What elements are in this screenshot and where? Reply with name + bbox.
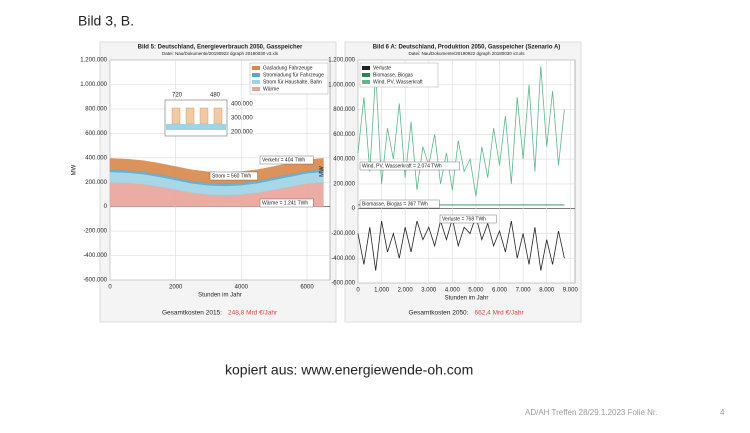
y-tick-label: 600.000 <box>85 131 107 137</box>
x-tick-label: 9.000 <box>563 288 579 294</box>
cost-value: 248,8 Mrd €/Jahr <box>228 310 278 317</box>
cost-value: 662,4 Mrd €/Jahr <box>475 310 525 317</box>
y-tick-label: 1.200.000 <box>328 58 355 64</box>
annotation-box <box>209 171 258 181</box>
annotation: Verkehr = 404 TWh <box>262 157 305 163</box>
legend-box <box>249 62 329 95</box>
heading: Bild 3, B. <box>78 13 134 29</box>
chart-title: Bild 5: Deutschland, Energieverbrauch 20… <box>138 45 303 51</box>
x-tick-label: 5.000 <box>468 288 484 294</box>
annotation: Wärme = 1.241 TWh <box>262 200 308 206</box>
inset-label: 480 <box>210 93 221 99</box>
x-tick-label: 4000 <box>235 285 249 291</box>
y-tick-label: -600.000 <box>83 278 107 284</box>
x-tick-label: 6000 <box>300 285 314 291</box>
annotation: Wind, PV, Wasserkraft = 2.074 TWh <box>362 163 442 169</box>
annotation: Biomasse, Biogas = 367 TWh <box>362 201 428 207</box>
inset-decoration <box>166 124 226 130</box>
source: kopiert aus: www.energiewende-oh.com <box>225 362 473 378</box>
y-tick-label: 200.000 <box>85 180 107 186</box>
x-axis-label: Stunden im Jahr <box>445 296 489 302</box>
area <box>109 158 324 184</box>
legend-label: Strom für Haushalte, Bahn <box>263 79 322 85</box>
y-tick-label: -600.000 <box>331 281 355 287</box>
y-tick-label: 400.000 <box>333 157 355 163</box>
y-tick-label: -400.000 <box>331 256 355 262</box>
x-tick-label: 8.000 <box>539 288 555 294</box>
legend-label: Stromladung für Fahrzeuge <box>263 72 324 78</box>
inset-decoration <box>185 107 195 125</box>
x-tick-label: 0 <box>108 285 112 291</box>
chart-subtitle: Datei: Nau/Dokumente/20190922 dgraph 201… <box>162 51 279 56</box>
y-tick-label: 0 <box>352 206 356 212</box>
inset-label: 200.000 <box>231 130 253 136</box>
inset-label: 300.000 <box>231 116 253 122</box>
chart-title: Bild 6 A: Deutschland, Produktion 2050, … <box>373 45 561 51</box>
line <box>357 214 565 271</box>
legend-label: Verluste <box>373 65 391 71</box>
footer: AD/AH Treffen 28/29.1.2023 Folie Nr. <box>525 408 657 417</box>
legend-swatch <box>252 87 260 91</box>
y-tick-label: -200.000 <box>83 229 107 235</box>
inset-decoration <box>199 107 209 125</box>
y-tick-label: -200.000 <box>331 231 355 237</box>
x-tick-label: 6.000 <box>492 288 508 294</box>
y-tick-label: 200.000 <box>333 181 355 187</box>
legend-label: Wind, PV, Wasserkraft <box>373 79 423 85</box>
legend-label: Wärme <box>263 86 279 92</box>
chart-subtitle: Datei: Nau/Dokumente/20190922 dgraph 201… <box>408 51 525 56</box>
y-tick-label: -400.000 <box>83 253 107 259</box>
annotation-box <box>359 161 460 171</box>
legend-label: Biomasse, Biogas <box>373 72 414 78</box>
y-tick-label: 0 <box>104 204 108 210</box>
y-tick-label: 400.000 <box>85 155 107 161</box>
legend-label: Gasladung Fahrzeuge <box>263 65 313 71</box>
annotation-box <box>259 198 314 208</box>
y-tick-label: 1.200.000 <box>80 58 107 64</box>
cost-label: Gesamtkosten 2050: <box>409 310 469 317</box>
inset-label: 720 <box>172 93 183 99</box>
x-tick-label: 2.000 <box>398 288 414 294</box>
legend-box <box>359 62 439 88</box>
x-tick-label: 2000 <box>169 285 183 291</box>
x-axis-label: Stunden im Jahr <box>198 293 242 299</box>
y-tick-label: 1.000.000 <box>328 82 355 88</box>
x-tick-label: 4.000 <box>445 288 461 294</box>
annotation-box <box>359 199 440 209</box>
x-tick-label: 0 <box>356 288 360 294</box>
x-tick-label: 7.000 <box>516 288 532 294</box>
x-tick-label: 1.000 <box>374 288 390 294</box>
y-tick-label: 1.000.000 <box>80 82 107 88</box>
line <box>357 66 565 197</box>
legend-swatch <box>362 66 370 70</box>
inset-decoration <box>171 107 181 125</box>
legend-swatch <box>252 80 260 84</box>
y-tick-label: 800.000 <box>333 107 355 113</box>
y-axis-label: MW <box>72 164 78 175</box>
x-tick-label: 3.000 <box>421 288 437 294</box>
annotation: Strom = 560 TWh <box>212 173 251 179</box>
legend-swatch <box>362 73 370 77</box>
y-tick-label: 800.000 <box>85 106 107 112</box>
annotation-box <box>259 155 314 165</box>
legend-swatch <box>252 73 260 77</box>
legend-swatch <box>252 66 260 70</box>
annotation-box <box>439 214 497 224</box>
annotation: Verluste = 768 TWh <box>442 216 486 222</box>
inset-decoration <box>213 107 223 125</box>
y-tick-label: 600.000 <box>333 132 355 138</box>
page-number: 4 <box>720 408 725 417</box>
legend-swatch <box>362 80 370 84</box>
inset-label: 400.000 <box>231 102 253 108</box>
cost-label: Gesamtkosten 2015: <box>162 310 222 317</box>
y-axis-label: MW <box>320 166 326 177</box>
